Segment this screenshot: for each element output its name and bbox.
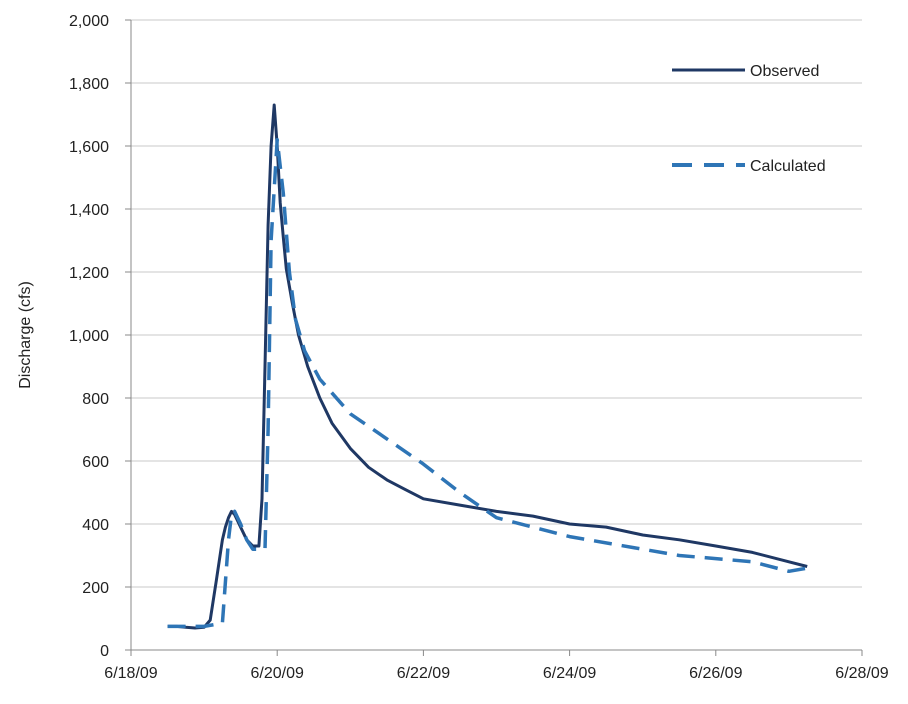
y-tick-label: 1,000 bbox=[69, 328, 109, 345]
y-tick-label: 0 bbox=[100, 643, 109, 660]
y-tick-label: 200 bbox=[82, 580, 109, 597]
x-tick-label: 6/22/09 bbox=[397, 665, 450, 682]
y-axis-title: Discharge (cfs) bbox=[17, 281, 34, 389]
series-calculated-line bbox=[167, 137, 808, 629]
y-tick-label: 1,600 bbox=[69, 139, 109, 156]
axes: 0 200 400 600 800 1,000 1,200 1,400 1,600 1,800 2,… bbox=[69, 13, 889, 682]
y-tick-label: 1,800 bbox=[69, 76, 109, 93]
x-tick-label: 6/20/09 bbox=[251, 665, 304, 682]
series-observed-line bbox=[167, 103, 808, 630]
y-tick-label: 1,400 bbox=[69, 202, 109, 219]
legend-label-observed: Observed bbox=[750, 63, 819, 80]
y-tick-label: 800 bbox=[82, 391, 109, 408]
x-tick-label: 6/18/09 bbox=[104, 665, 157, 682]
y-tick-label: 600 bbox=[82, 454, 109, 471]
y-tick-label: 400 bbox=[82, 517, 109, 534]
x-tick-label: 6/24/09 bbox=[543, 665, 596, 682]
y-tick-label: 2,000 bbox=[69, 13, 109, 30]
legend: Observed Calculated bbox=[672, 63, 826, 175]
x-tick-label: 6/26/09 bbox=[689, 665, 742, 682]
x-tick-label: 6/28/09 bbox=[835, 665, 888, 682]
y-tick-label: 1,200 bbox=[69, 265, 109, 282]
legend-label-calculated: Calculated bbox=[750, 158, 826, 175]
gridlines bbox=[131, 19, 862, 588]
series-lines bbox=[167, 103, 808, 630]
